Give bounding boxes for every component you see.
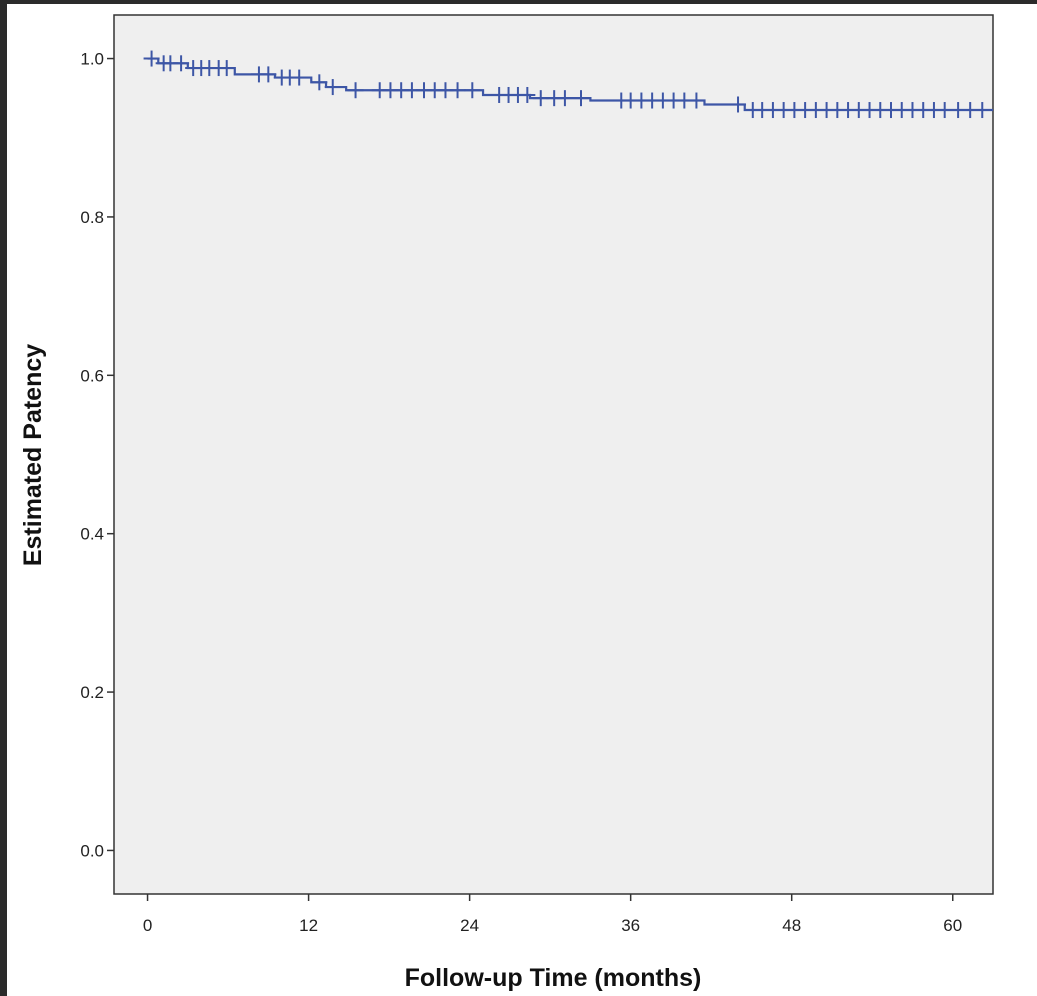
censor-mark [573, 90, 590, 107]
x-axis: 0 12 24 36 48 60 [143, 894, 962, 935]
x-tick-label: 12 [299, 916, 318, 935]
y-tick-label: 0.2 [80, 683, 104, 702]
censor-mark [311, 74, 328, 91]
censor-mark [449, 82, 466, 99]
y-tick-label: 1.0 [80, 50, 104, 69]
censor-mark [730, 96, 747, 113]
y-axis-title: Estimated Patency [19, 344, 47, 566]
censor-mark [974, 102, 991, 119]
censor-mark [519, 86, 536, 103]
censor-mark [143, 50, 160, 67]
censor-mark [173, 55, 190, 72]
censor-mark [218, 60, 235, 77]
top-dark-bar [0, 0, 1037, 4]
y-tick-label: 0.0 [80, 841, 104, 860]
x-tick-label: 48 [782, 916, 801, 935]
plot-area [113, 14, 994, 895]
censor-mark [688, 92, 705, 109]
left-dark-strip [0, 0, 7, 996]
y-tick-label: 0.6 [80, 366, 104, 385]
x-tick-label: 0 [143, 916, 152, 935]
censor-mark [936, 102, 953, 119]
series-layer [143, 50, 993, 119]
y-tick-label: 0.8 [80, 208, 104, 227]
censor-mark [464, 82, 481, 99]
y-axis: 0.0 0.2 0.4 0.6 0.8 1.0 [80, 50, 114, 860]
censor-mark [532, 90, 549, 107]
censor-mark [291, 69, 308, 86]
x-axis-title: Follow-up Time (months) [405, 964, 702, 992]
x-tick-label: 24 [460, 916, 479, 935]
x-tick-label: 36 [621, 916, 640, 935]
censor-mark [260, 66, 277, 83]
censor-mark [324, 79, 341, 96]
x-tick-label: 60 [943, 916, 962, 935]
censor-mark [347, 82, 364, 99]
y-tick-label: 0.4 [80, 525, 104, 544]
censor-mark [556, 90, 573, 107]
